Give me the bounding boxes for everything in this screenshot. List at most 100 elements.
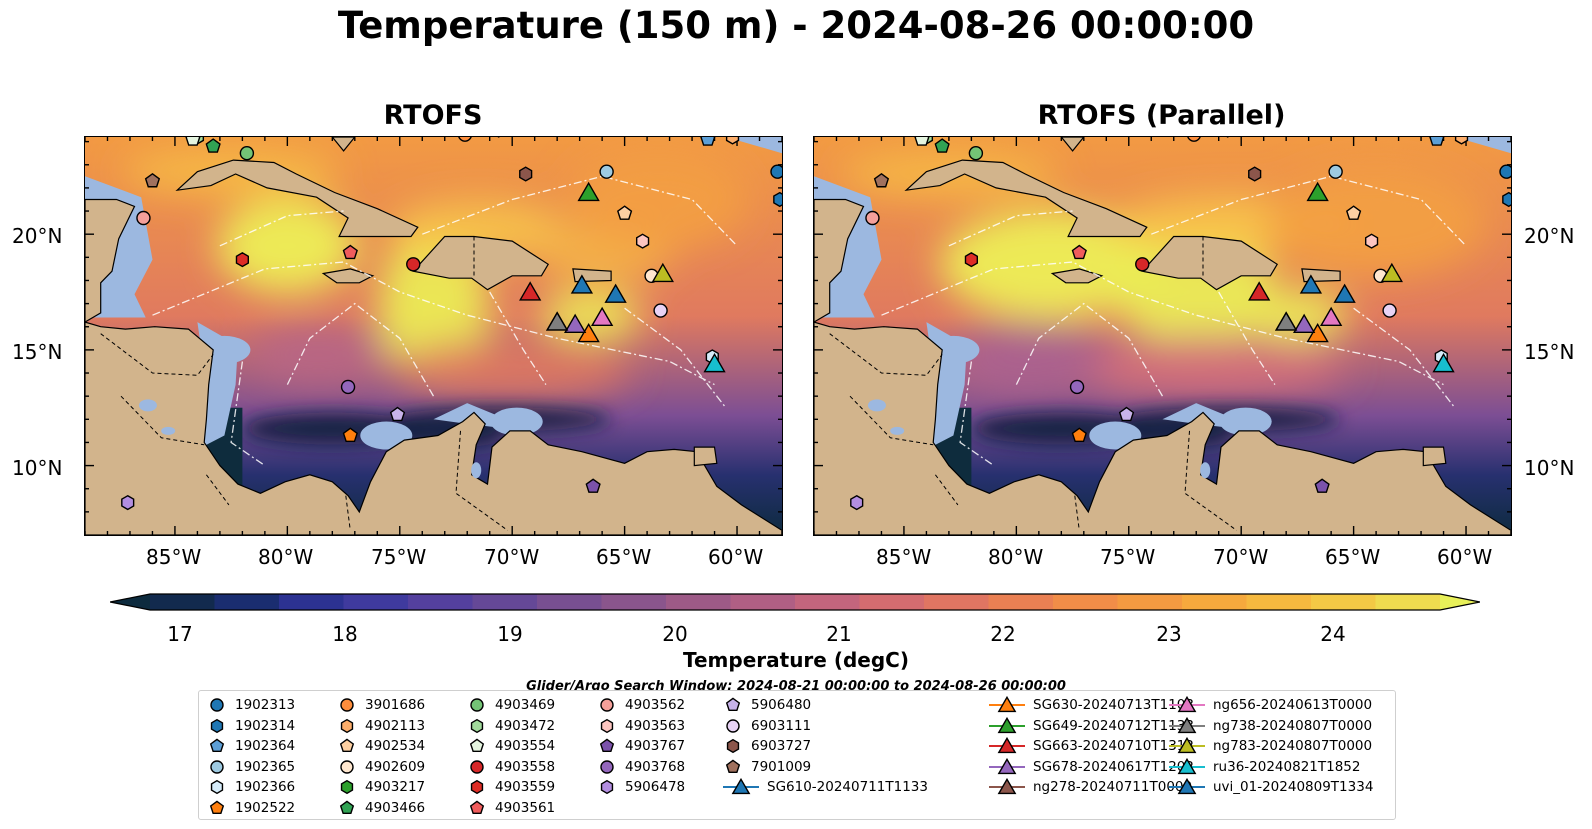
legend-item: ng738-20240807T0000 [1169,716,1372,736]
land-mainland [85,321,782,535]
argo-float-4903561 [1071,244,1087,260]
eez-boundaries [881,175,1467,467]
lake [1200,462,1211,479]
legend-item: 4902609 [337,757,425,777]
legend-marker-pentagon [469,738,485,753]
legend-label: 4902609 [365,758,426,775]
legend-marker-circle [210,759,224,774]
legend-marker-triangle [989,737,1025,754]
glider-ng656-20240613T0000 [1319,306,1343,327]
legend-marker-hexagon [210,718,224,733]
legend-marker-pentagon [725,697,741,712]
argo-float-4903469 [239,145,255,161]
lake [867,399,886,412]
country-borders [100,236,508,531]
legend-symbol [210,718,224,733]
legend-marker-triangle [1169,716,1205,733]
legend-label: 4903558 [495,758,556,775]
lat-tick-label: 15°N [12,340,63,364]
legend-item: ng656-20240613T0000 [1169,695,1372,715]
colorbar-bin [666,594,732,610]
argo-float-6903727 [519,166,533,182]
legend-symbol [997,778,1017,795]
legend-symbol [340,718,354,733]
lon-tick-label: 75°W [1100,545,1156,569]
colorbar-bin [150,594,216,610]
legend-marker-circle [340,759,354,774]
legend-item: 4903558 [467,757,555,777]
glider-SG663-20240710T1312 [519,281,542,301]
argo-float-4902534 [1345,205,1362,220]
argo-float-1902364 [1429,137,1445,146]
glider-ng738-20240807T0000 [546,311,569,331]
argo-float-4902534 [616,205,633,220]
lat-tick-label: 10°N [12,456,63,480]
legend-marker-triangle [989,757,1025,774]
land-trinidad [693,446,718,467]
legend-label: 1902522 [235,799,296,816]
argo-float-4903561 [342,244,358,260]
argo-float-4903563 [635,233,650,249]
legend-symbol [725,697,741,712]
colorbar-bin [472,594,538,610]
legend-item: 4903768 [597,757,685,777]
legend-marker-pentagon [725,759,741,773]
legend-symbol [1177,737,1197,754]
glider-ng738-20240807T0000 [1275,311,1298,331]
legend-symbol [209,800,225,814]
legend-symbol [470,698,484,712]
figure-title: Temperature (150 m) - 2024-08-26 00:00:0… [337,4,1255,47]
legend-label: 6903111 [751,717,812,734]
legend-item: 5906478 [597,777,685,797]
legend-marker-circle [600,698,614,712]
lon-tick-label: 65°W [1325,545,1381,569]
legend-item: 4903466 [337,798,425,818]
country-borders [829,236,1237,531]
colorbar-bin [859,594,925,610]
argo-float-4903767 [1314,478,1330,493]
legend-marker-pentagon [339,800,355,814]
colorbar-bin [924,594,990,610]
legend-item: 4902534 [337,736,425,756]
legend: 1902313 1902314 1902364 1902365 1902366 19025… [198,690,1396,820]
legend-item: 4903767 [597,736,685,756]
glider-ru36-20240821T1852 [703,353,726,373]
legend-item: 3901686 [337,695,425,715]
legend-marker-pentagon [209,738,225,753]
temperature-colorbar [110,593,1480,611]
legend-marker-circle [210,698,224,712]
map-svg [814,137,1511,535]
argo-float-3901686 [1187,137,1201,142]
legend-label: 4903561 [495,799,556,816]
colorbar-tick-label: 22 [990,622,1016,646]
legend-label: 6903727 [751,738,812,754]
legend-label: 4903563 [625,717,686,734]
legend-marker-triangle [1169,757,1205,774]
legend-label: 4902534 [365,738,426,754]
land-jamaica [321,268,375,284]
legend-marker-triangle [723,778,759,795]
colorbar-outline [110,593,1480,611]
legend-symbol [997,757,1017,774]
colorbar-tick-label: 20 [662,622,688,646]
legend-label: uvi_01-20240809T1334 [1213,779,1374,795]
legend-label: 7901009 [751,758,812,775]
map-panel-rtofs[interactable] [84,136,783,536]
legend-item: 4903562 [597,695,685,715]
argo-float-5906480 [389,406,406,422]
glider-SG663-20240710T1312 [1248,281,1271,301]
argo-float-1902365 [1328,164,1343,179]
legend-symbol [599,738,615,753]
lon-tick-label: 70°W [1213,545,1269,569]
legend-label: 3901686 [365,697,426,713]
land-bahamas1 [331,137,356,152]
legend-item: 4903472 [467,716,555,736]
map-panel-rtofs-parallel[interactable] [813,136,1512,536]
legend-symbol [731,778,751,795]
argo-float-4903558 [406,257,421,272]
lake [471,462,482,479]
legend-item: 4903559 [467,777,555,797]
argo-float-1902365 [599,164,614,179]
legend-label: ng783-20240807T0000 [1213,738,1373,754]
lat-tick-label: 10°N [1524,456,1575,480]
